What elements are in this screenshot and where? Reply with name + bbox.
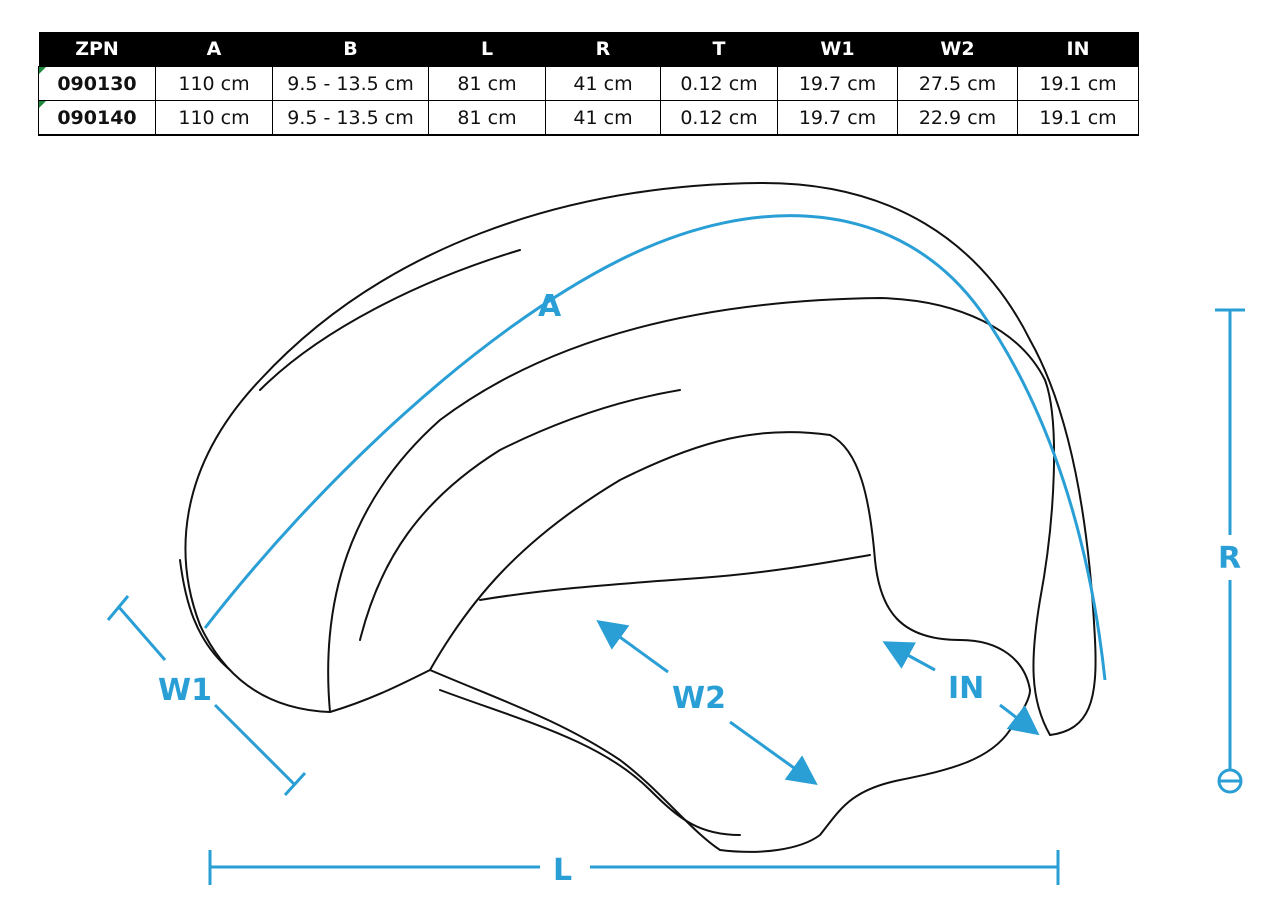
measurement-annotations xyxy=(106,214,1245,885)
cell-t: 0.12 cm xyxy=(660,66,778,101)
cell-b: 9.5 - 13.5 cm xyxy=(272,66,429,101)
w1-line-top xyxy=(116,605,167,661)
w2-arrow-up xyxy=(596,619,669,674)
w1-line-bottom xyxy=(213,703,297,787)
cell-b: 9.5 - 13.5 cm xyxy=(272,100,429,136)
header-r: R xyxy=(545,32,661,67)
cell-zpn: 090130 xyxy=(38,66,156,101)
cell-l: 81 cm xyxy=(428,66,546,101)
header-b: B xyxy=(272,32,429,67)
label-l: L xyxy=(553,853,572,888)
label-w1: W1 xyxy=(158,673,212,708)
in-arrow-down xyxy=(999,703,1040,736)
header-w2: W2 xyxy=(897,32,1018,67)
cell-t: 0.12 cm xyxy=(660,100,778,136)
table-row: 090130 110 cm 9.5 - 13.5 cm 81 cm 41 cm … xyxy=(38,66,1139,101)
label-w2: W2 xyxy=(672,681,726,716)
label-in: IN xyxy=(948,671,984,706)
header-zpn: ZPN xyxy=(38,32,156,67)
label-r: R xyxy=(1218,541,1241,576)
cell-w1: 19.7 cm xyxy=(777,66,898,101)
cell-l: 81 cm xyxy=(428,100,546,136)
dimensions-table: ZPN A B L R T W1 W2 IN 090130 110 cm 9.5… xyxy=(38,32,1139,136)
table-header-row: ZPN A B L R T W1 W2 IN xyxy=(38,32,1139,67)
label-a: A xyxy=(538,289,562,324)
header-w1: W1 xyxy=(777,32,898,67)
cell-w2: 27.5 cm xyxy=(897,66,1018,101)
fender-sketch xyxy=(179,181,1097,853)
in-arrow-up xyxy=(882,641,936,672)
cell-r: 41 cm xyxy=(545,66,661,101)
arc-a xyxy=(203,214,1107,681)
cell-w2: 22.9 cm xyxy=(897,100,1018,136)
cell-in: 19.1 cm xyxy=(1017,100,1139,136)
cell-in: 19.1 cm xyxy=(1017,66,1139,101)
cell-w1: 19.7 cm xyxy=(777,100,898,136)
header-l: L xyxy=(428,32,546,67)
cell-a: 110 cm xyxy=(155,66,273,101)
header-t: T xyxy=(660,32,778,67)
table-row: 090140 110 cm 9.5 - 13.5 cm 81 cm 41 cm … xyxy=(38,100,1139,136)
header-a: A xyxy=(155,32,273,67)
cell-r: 41 cm xyxy=(545,100,661,136)
header-in: IN xyxy=(1017,32,1139,67)
cell-zpn: 090140 xyxy=(38,100,156,136)
w2-arrow-down xyxy=(729,720,818,785)
